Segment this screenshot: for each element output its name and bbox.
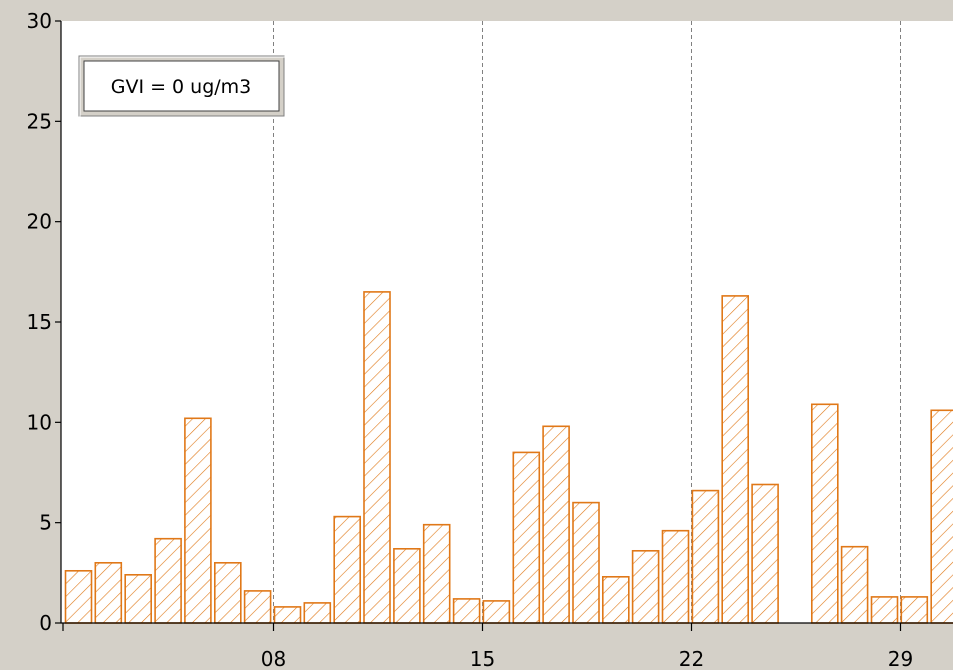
bar bbox=[422, 523, 451, 624]
bar bbox=[691, 489, 720, 624]
bar bbox=[303, 602, 332, 624]
bar bbox=[64, 569, 93, 624]
bar bbox=[840, 545, 869, 624]
y-tick-label: 20 bbox=[27, 210, 52, 234]
bar bbox=[542, 425, 570, 624]
legend-box: GVI = 0 ug/m3 bbox=[78, 55, 286, 118]
x-tick-label: 08 bbox=[261, 647, 286, 670]
y-ticks: 0 5 10 15 20 25 30 bbox=[27, 9, 61, 635]
x-tick-label: 15 bbox=[470, 647, 495, 670]
y-tick-label: 5 bbox=[39, 511, 52, 535]
bar bbox=[661, 529, 690, 624]
y-tick-label: 0 bbox=[39, 611, 52, 635]
bar bbox=[930, 409, 953, 624]
x-tick-label: 22 bbox=[679, 647, 704, 670]
bar bbox=[482, 600, 511, 624]
gridlines bbox=[273, 21, 901, 623]
y-tick-label: 25 bbox=[27, 109, 52, 133]
bar bbox=[601, 575, 630, 624]
y-tick-label: 10 bbox=[27, 410, 52, 434]
bar bbox=[870, 596, 899, 624]
x-ticks: 08 15 22 29 bbox=[62, 623, 913, 670]
bar bbox=[512, 451, 541, 624]
bar bbox=[184, 417, 212, 624]
bar bbox=[452, 598, 481, 624]
bar bbox=[154, 537, 182, 624]
y-tick-label: 30 bbox=[27, 9, 52, 33]
bar bbox=[900, 596, 929, 624]
legend-text: GVI = 0 ug/m3 bbox=[111, 76, 252, 98]
bar bbox=[243, 590, 272, 624]
bar bbox=[363, 291, 391, 624]
bar bbox=[572, 501, 600, 624]
bar bbox=[124, 573, 152, 624]
bar bbox=[333, 515, 362, 624]
bar bbox=[751, 483, 779, 624]
bar bbox=[721, 295, 750, 624]
bar bbox=[631, 549, 660, 624]
bar bbox=[94, 561, 123, 624]
bar bbox=[810, 403, 839, 624]
bar bbox=[393, 547, 421, 624]
bar bbox=[273, 606, 302, 624]
y-tick-label: 15 bbox=[27, 310, 52, 334]
bar bbox=[214, 561, 242, 624]
x-tick-label: 29 bbox=[888, 647, 913, 670]
